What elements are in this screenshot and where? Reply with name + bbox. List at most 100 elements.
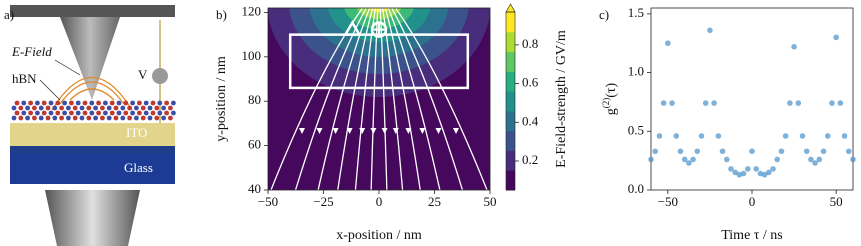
atom (14, 110, 20, 116)
atom (69, 110, 74, 116)
arrowhead (346, 128, 353, 134)
atom (82, 110, 88, 116)
y-tick-label: 80 (248, 92, 261, 107)
atom (140, 105, 146, 111)
colorbar-band (506, 91, 515, 112)
y-tick-label: 100 (242, 48, 262, 63)
triangle-marker (343, 20, 362, 36)
glass-label: Glass (124, 160, 153, 175)
y-axis-label: g(2)(τ) (601, 82, 619, 115)
atom (154, 105, 160, 111)
streamline (391, 8, 464, 190)
atom (38, 115, 44, 121)
point (656, 133, 663, 139)
point (749, 148, 755, 155)
colorbar-band (506, 110, 515, 132)
atom (143, 110, 149, 116)
atom (116, 100, 122, 106)
atom (157, 110, 163, 116)
objective (45, 190, 140, 246)
point (845, 148, 852, 155)
atom (168, 105, 173, 111)
x-axis-label: x-position / nm (336, 228, 422, 243)
x-axis-label: Time τ / ns (721, 228, 783, 243)
point (757, 170, 764, 177)
point (686, 160, 692, 166)
atom (113, 105, 119, 111)
colorbar-extend (505, 3, 516, 13)
point (694, 148, 701, 155)
point (833, 34, 839, 41)
atom (100, 105, 105, 111)
x-tick-label: 25 (428, 194, 441, 209)
streamline (317, 8, 371, 190)
panel-label: a) (4, 7, 14, 22)
atom (89, 110, 95, 116)
plot-frame (650, 7, 854, 191)
pointer (39, 59, 81, 101)
point (723, 156, 730, 163)
atom (82, 100, 88, 106)
point (740, 170, 747, 177)
point (820, 148, 827, 155)
atom (154, 115, 160, 121)
streamline (294, 8, 367, 190)
point (698, 133, 705, 139)
colorbar-tick-label: 0.8 (522, 36, 538, 51)
illustration (10, 5, 176, 246)
atom (32, 105, 37, 111)
atom (41, 100, 47, 106)
point (808, 156, 814, 163)
atom (106, 115, 112, 121)
glass-layer (10, 154, 175, 184)
atom (164, 100, 170, 106)
atom (21, 100, 27, 106)
atom (79, 105, 85, 111)
atom (86, 115, 92, 121)
atom (137, 110, 142, 116)
atom (75, 100, 81, 106)
point (702, 100, 709, 106)
atom (127, 115, 132, 121)
point (770, 166, 776, 172)
atom (62, 100, 67, 106)
streamline (384, 8, 421, 190)
atom (59, 115, 64, 121)
efield-label: E-Field (11, 44, 52, 59)
atom (25, 105, 30, 111)
arrowhead (435, 128, 442, 134)
atom (171, 110, 176, 116)
atom (35, 100, 40, 106)
point (669, 100, 675, 106)
colorbar-frame (505, 11, 516, 191)
atom (69, 100, 74, 106)
arrowhead (419, 128, 426, 134)
point (791, 43, 797, 50)
atom (134, 115, 139, 121)
cantilever (10, 5, 175, 17)
x-tick-label: 0 (376, 194, 383, 209)
atom (52, 105, 58, 111)
point (690, 156, 696, 163)
atom (89, 100, 95, 106)
atom (134, 105, 139, 111)
colorbar-tick-label: 0.2 (522, 152, 538, 167)
tip (60, 17, 120, 100)
arrowhead (359, 128, 366, 134)
atom (168, 115, 173, 121)
atom (28, 110, 33, 116)
point (795, 100, 802, 106)
atom (140, 115, 146, 121)
y-tick-label: 60 (248, 137, 261, 152)
atom (120, 105, 126, 111)
atom (66, 115, 71, 121)
y-axis-label-part: g (604, 108, 619, 115)
plot-frame (267, 7, 491, 191)
interface (10, 146, 175, 154)
point (766, 169, 772, 176)
atom (55, 110, 61, 116)
point (782, 133, 789, 139)
atom (32, 115, 37, 121)
point (837, 100, 844, 106)
streamline (394, 8, 488, 190)
